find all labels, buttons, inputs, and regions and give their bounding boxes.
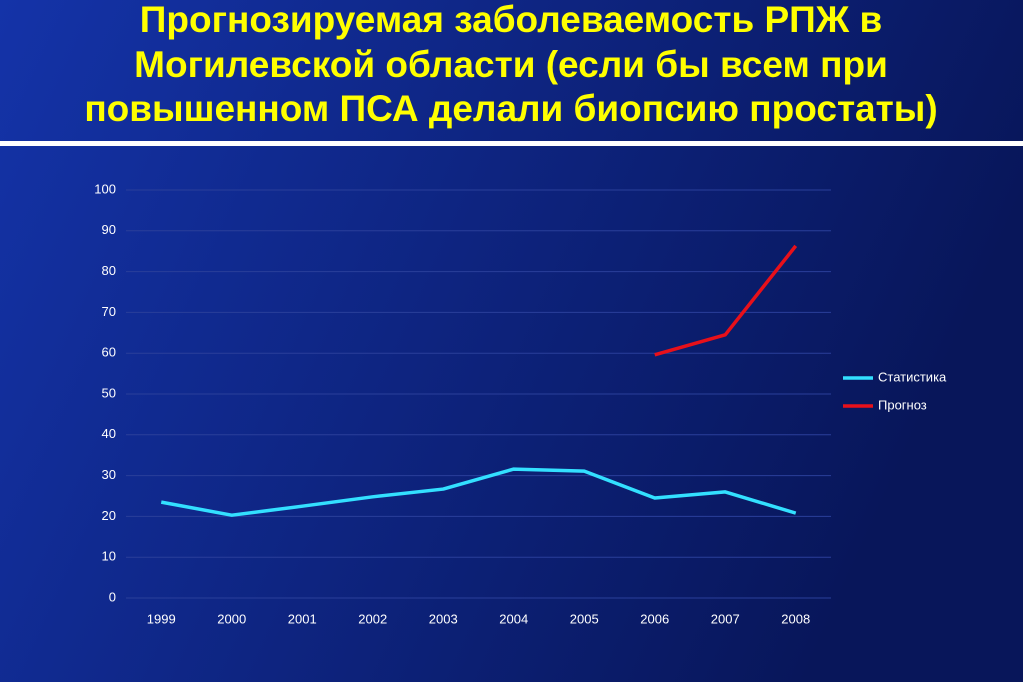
- y-tick-label: 90: [102, 222, 116, 237]
- x-tick-label: 1999: [147, 611, 176, 626]
- x-tick-label: 2002: [358, 611, 387, 626]
- y-tick-label: 80: [102, 263, 116, 278]
- y-tick-label: 70: [102, 304, 116, 319]
- x-tick-label: 2003: [429, 611, 458, 626]
- title-line: Могилевской области (если бы всем при: [134, 44, 888, 85]
- x-tick-label: 2004: [499, 611, 528, 626]
- x-tick-label: 2007: [711, 611, 740, 626]
- y-tick-label: 30: [102, 467, 116, 482]
- y-tick-label: 60: [102, 345, 116, 360]
- y-tick-label: 100: [94, 181, 116, 196]
- y-tick-label: 0: [109, 589, 116, 604]
- x-tick-label: 2006: [640, 611, 669, 626]
- series-line: [160, 467, 797, 517]
- y-tick-label: 20: [102, 508, 116, 523]
- y-tick-label: 10: [102, 549, 116, 564]
- x-tick-label: 2005: [570, 611, 599, 626]
- series-line: [654, 244, 798, 357]
- legend-label: Статистика: [878, 369, 947, 384]
- y-tick-label: 50: [102, 385, 116, 400]
- divider: [0, 141, 1023, 146]
- y-tick-label: 40: [102, 426, 116, 441]
- legend-label: Прогноз: [878, 397, 927, 412]
- title-line: Прогнозируемая заболеваемость РПЖ в: [140, 0, 882, 40]
- x-tick-label: 2000: [217, 611, 246, 626]
- title-line: повышенном ПСА делали биопсию простаты): [84, 88, 937, 129]
- x-tick-label: 2008: [781, 611, 810, 626]
- x-tick-label: 2001: [288, 611, 317, 626]
